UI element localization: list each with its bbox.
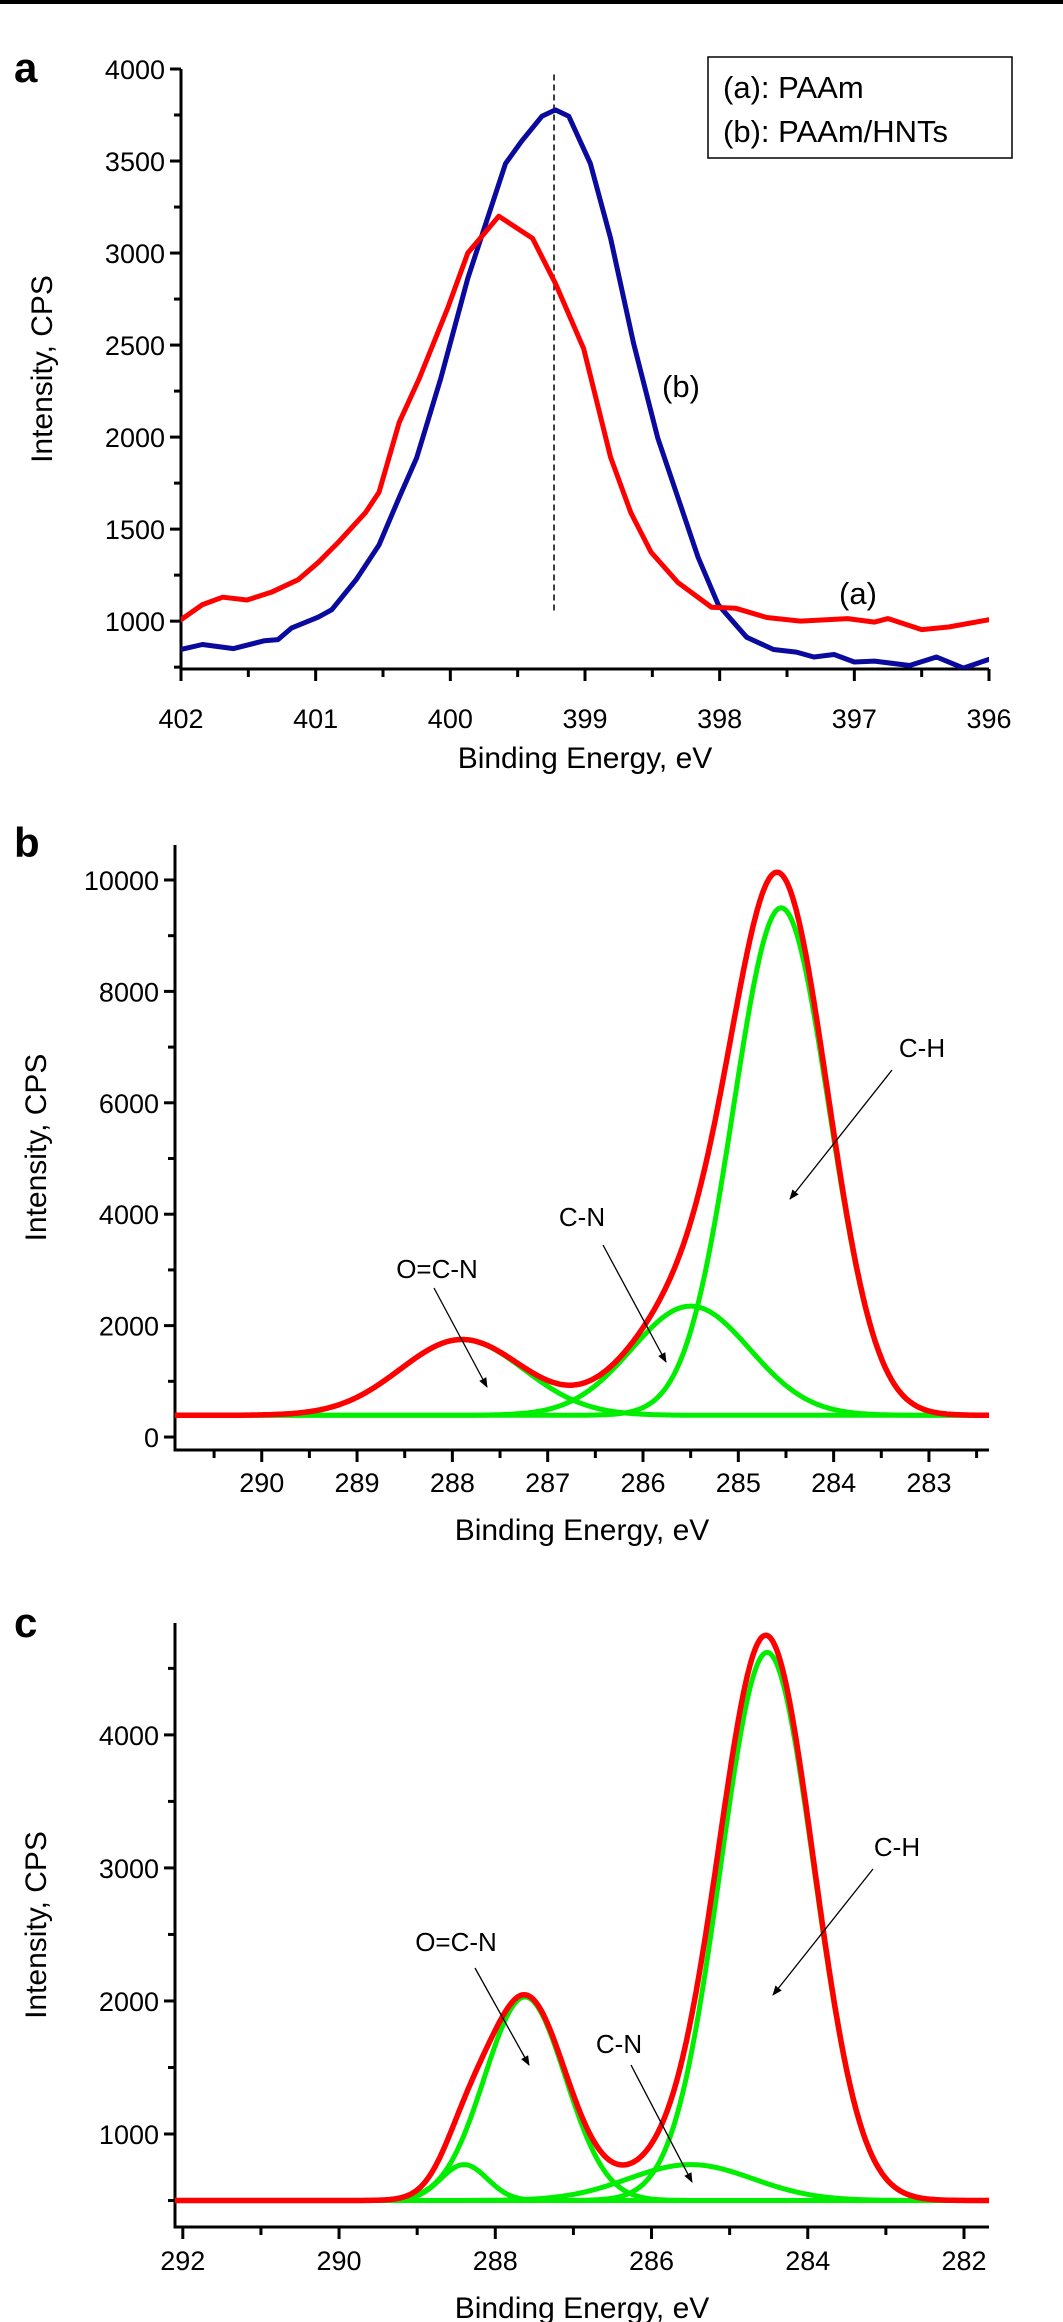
x-tick-label: 396 <box>966 704 1011 734</box>
panel-a: a 1000 1500 2000 2500 3000 3500 4000 402 401 400 39… <box>14 44 1013 775</box>
peak-annotation-label: C-H <box>899 1033 945 1063</box>
envelope-fit-line <box>175 869 989 1419</box>
y-tick-label: 1000 <box>99 2120 159 2150</box>
x-tick-label: 284 <box>785 2246 830 2276</box>
x-tick-label: 399 <box>562 704 607 734</box>
y-axis-title: Intensity, CPS <box>20 1054 53 1242</box>
y-tick-label: 3000 <box>105 239 165 269</box>
x-tick-label: 288 <box>430 1468 475 1498</box>
x-tick-label: 284 <box>811 1468 856 1498</box>
plot-area <box>175 869 989 1419</box>
curve-label-b: (b) <box>662 369 700 404</box>
annotation-arrow-icon <box>630 2064 693 2183</box>
x-tick-label: 292 <box>160 2246 205 2276</box>
x-tick-label: 286 <box>620 1468 665 1498</box>
annotation-arrow-icon <box>433 1287 488 1388</box>
y-axis-title: Intensity, CPS <box>26 275 59 463</box>
component-peak-line <box>175 905 989 1418</box>
plot-area <box>175 1632 989 2204</box>
y-tick-label: 1500 <box>105 515 165 545</box>
x-tick-label: 282 <box>941 2246 986 2276</box>
curve-label-a: (a) <box>839 576 877 611</box>
x-tick-label: 290 <box>317 2246 362 2276</box>
y-tick-label: 4000 <box>99 1721 159 1751</box>
y-tick-label: 10000 <box>84 866 159 896</box>
x-tick-label: 285 <box>716 1468 761 1498</box>
y-tick-label: 0 <box>144 1423 159 1453</box>
plot-area <box>181 74 989 669</box>
component-peak-line <box>175 1994 989 2203</box>
y-tick-label: 4000 <box>105 55 165 85</box>
panel-c: c 1000 2000 3000 4000 292 290 288 286 284 282 Bindi… <box>14 1599 989 2322</box>
y-tick-label: 3500 <box>105 147 165 177</box>
annotation-arrow-icon <box>474 1967 530 2066</box>
y-tick-label: 6000 <box>99 1089 159 1119</box>
component-peak-line <box>175 1337 989 1418</box>
x-tick-label: 287 <box>525 1468 570 1498</box>
peak-annotation-label: C-N <box>596 2029 642 2059</box>
x-tick-label: 400 <box>428 704 473 734</box>
x-tick-label: 286 <box>629 2246 674 2276</box>
y-tick-label: 4000 <box>99 1200 159 1230</box>
y-tick-label: 2000 <box>99 1312 159 1342</box>
panel-letter: a <box>14 44 38 91</box>
y-axis-title: Intensity, CPS <box>20 1831 53 2019</box>
annotation-arrow-icon <box>772 1868 874 1996</box>
x-tick-label: 289 <box>335 1468 380 1498</box>
peak-annotation-label: C-H <box>874 1832 920 1862</box>
x-tick-label: 288 <box>473 2246 518 2276</box>
x-tick-label: 402 <box>158 704 203 734</box>
x-tick-label: 401 <box>293 704 338 734</box>
annotation-arrow-icon <box>602 1244 667 1363</box>
x-tick-label: 397 <box>832 704 877 734</box>
peak-annotation-label: O=C-N <box>396 1254 478 1284</box>
y-tick-label: 8000 <box>99 977 159 1007</box>
legend-box <box>707 56 1013 159</box>
y-tick-label: 3000 <box>99 1854 159 1884</box>
x-axis-title: Binding Energy, eV <box>458 742 713 775</box>
peak-annotation-label: O=C-N <box>415 1927 497 1957</box>
x-axis-title: Binding Energy, eV <box>455 1514 710 1547</box>
annotation-arrow-icon <box>789 1069 893 1200</box>
series-line-paam-hnts <box>181 107 989 669</box>
peak-annotation-label: C-N <box>559 1202 605 1232</box>
y-tick-label: 2000 <box>105 423 165 453</box>
panel-letter: c <box>14 1599 37 1646</box>
panel-letter: b <box>14 819 40 866</box>
y-tick-label: 2500 <box>105 331 165 361</box>
legend-entry: (b): PAAm/HNTs <box>723 114 948 149</box>
y-tick-label: 1000 <box>105 607 165 637</box>
legend: (a): PAAm (b): PAAm/HNTs <box>707 56 1013 159</box>
x-tick-label: 283 <box>906 1468 951 1498</box>
x-tick-label: 290 <box>239 1468 284 1498</box>
top-border <box>0 0 1063 4</box>
legend-entry: (a): PAAm <box>723 70 864 105</box>
series-line-paam <box>181 213 989 633</box>
x-axis-title: Binding Energy, eV <box>455 2292 710 2322</box>
panel-b: b 0 2000 4000 6000 8000 10000 290 289 288 287 286 28… <box>14 819 989 1547</box>
component-peak-line <box>175 2162 989 2203</box>
x-tick-label: 398 <box>697 704 742 734</box>
y-tick-label: 2000 <box>99 1987 159 2017</box>
envelope-fit-line <box>175 1632 989 2204</box>
